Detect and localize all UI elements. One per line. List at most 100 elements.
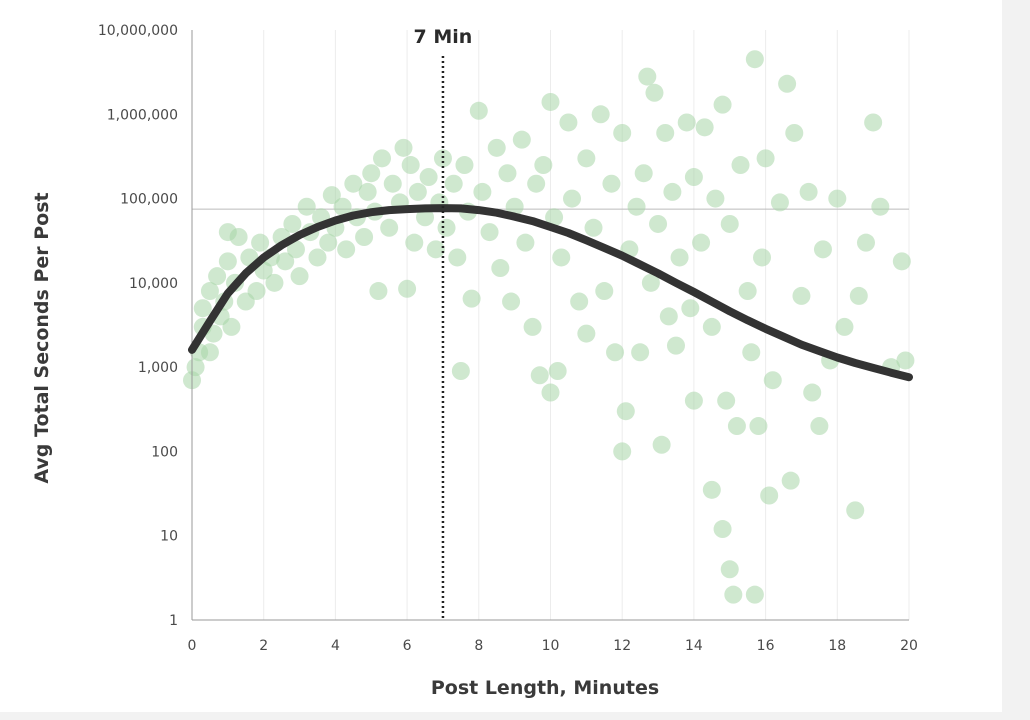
data-point: [717, 391, 736, 410]
data-point: [645, 83, 664, 102]
data-point: [383, 174, 402, 193]
data-point: [344, 174, 363, 193]
data-point: [756, 149, 775, 168]
x-tick-label: 18: [828, 638, 846, 654]
x-tick-label: 10: [542, 638, 560, 654]
data-point: [631, 343, 650, 362]
data-point: [559, 113, 578, 132]
data-point: [545, 208, 564, 227]
data-point: [534, 156, 553, 175]
data-point: [487, 138, 506, 157]
data-point: [186, 358, 205, 377]
data-point: [355, 227, 374, 246]
data-point: [849, 286, 868, 305]
data-point: [892, 252, 911, 271]
data-point: [595, 282, 614, 301]
data-point: [649, 214, 668, 233]
data-point: [864, 113, 883, 132]
data-point: [380, 218, 399, 237]
x-tick-label: 12: [613, 638, 631, 654]
data-point: [505, 197, 524, 216]
y-tick-label: 1,000: [138, 360, 178, 376]
x-tick-label: 8: [474, 638, 483, 654]
x-tick-labels: 0 2 4 6 8 10 12 14 16 18 20: [188, 638, 918, 654]
data-point: [641, 273, 660, 292]
data-point: [781, 471, 800, 490]
data-point: [713, 520, 732, 539]
y-tick-label: 1: [169, 613, 178, 629]
data-point: [283, 214, 302, 233]
data-point: [193, 299, 212, 318]
data-point: [760, 486, 779, 505]
y-tick-label: 100,000: [120, 192, 178, 208]
annotation-label: 7 Min: [414, 26, 473, 48]
data-point: [677, 113, 696, 132]
data-point: [652, 435, 671, 454]
data-point: [627, 197, 646, 216]
data-point: [638, 67, 657, 86]
x-tick-label: 4: [331, 638, 340, 654]
data-point: [695, 118, 714, 137]
data-point: [656, 123, 675, 142]
data-point: [613, 442, 632, 461]
data-point: [835, 317, 854, 336]
data-point: [616, 402, 635, 421]
data-point: [319, 233, 338, 252]
data-point: [577, 149, 596, 168]
data-point: [738, 282, 757, 301]
data-point: [548, 361, 567, 380]
data-point: [670, 248, 689, 267]
data-point: [702, 317, 721, 336]
scatter-points: [183, 50, 915, 604]
data-point: [265, 273, 284, 292]
data-point: [337, 240, 356, 259]
data-point: [591, 105, 610, 124]
data-point: [613, 123, 632, 142]
x-tick-label: 16: [757, 638, 775, 654]
data-point: [530, 366, 549, 385]
data-point: [828, 189, 847, 208]
data-point: [666, 336, 685, 355]
data-point: [433, 149, 452, 168]
y-tick-label: 10,000: [129, 276, 178, 292]
data-point: [731, 156, 750, 175]
data-point: [200, 343, 219, 362]
data-point: [778, 74, 797, 93]
data-point: [692, 233, 711, 252]
data-point: [745, 50, 764, 69]
data-point: [713, 95, 732, 114]
y-tick-label: 1,000,000: [107, 107, 178, 123]
data-point: [451, 361, 470, 380]
data-point: [251, 233, 270, 252]
data-point: [727, 417, 746, 436]
data-point: [218, 252, 237, 271]
data-point: [684, 391, 703, 410]
data-point: [373, 149, 392, 168]
data-point: [408, 182, 427, 201]
data-point: [799, 182, 818, 201]
x-tick-label: 2: [259, 638, 268, 654]
data-point: [527, 174, 546, 193]
data-point: [394, 138, 413, 157]
data-point: [437, 218, 456, 237]
data-point: [663, 182, 682, 201]
data-point: [763, 371, 782, 390]
data-point: [785, 123, 804, 142]
data-point: [247, 282, 266, 301]
data-point: [200, 282, 219, 301]
data-point: [462, 289, 481, 308]
data-point: [469, 101, 488, 120]
data-point: [541, 383, 560, 402]
data-point: [720, 214, 739, 233]
data-point: [846, 501, 865, 520]
y-tick-label: 10: [160, 529, 178, 545]
data-point: [813, 240, 832, 259]
data-point: [455, 156, 474, 175]
data-point: [803, 383, 822, 402]
data-point: [570, 292, 589, 311]
data-point: [753, 248, 772, 267]
data-point: [333, 197, 352, 216]
data-point: [276, 252, 295, 271]
data-point: [308, 248, 327, 267]
data-point: [749, 417, 768, 436]
